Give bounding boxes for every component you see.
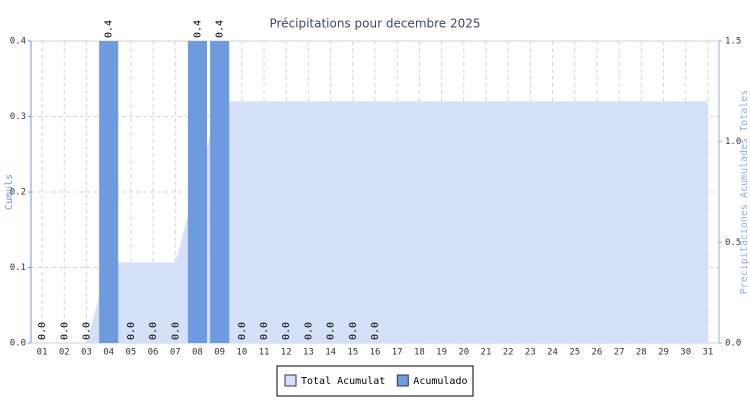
x-tick-label: 16 (370, 348, 381, 358)
value-label: 0.4 (104, 20, 115, 38)
value-label: 0.0 (326, 322, 337, 340)
x-tick-label: 01 (37, 348, 48, 358)
y2-axis-label: Precipitaciones Acumulades Totales (739, 90, 750, 295)
x-tick-label: 26 (592, 348, 603, 358)
x-tick-label: 11 (259, 348, 270, 358)
x-tick-label: 25 (569, 348, 580, 358)
y-tick-label: 0.4 (10, 37, 26, 47)
y-tick-label: 0.0 (10, 339, 26, 349)
x-tick-label: 09 (214, 348, 225, 358)
x-tick-label: 31 (702, 348, 713, 358)
bar (210, 41, 230, 343)
x-tick-label: 12 (281, 348, 292, 358)
value-label: 0.0 (303, 322, 314, 340)
value-label: 0.0 (37, 322, 48, 340)
x-tick-label: 17 (392, 348, 403, 358)
legend-label: Total Acumulat (301, 376, 385, 387)
value-label: 0.4 (192, 20, 203, 38)
x-tick-label: 14 (325, 348, 336, 358)
value-label: 0.0 (348, 322, 359, 340)
bar (187, 41, 207, 343)
y2-tick-label: 0.0 (725, 339, 741, 349)
x-tick-label: 13 (303, 348, 314, 358)
y2-tick-label: 0.5 (725, 238, 741, 248)
y-axis-label: Cumuls (4, 174, 15, 210)
legend-box (276, 365, 474, 397)
value-label: 0.0 (81, 322, 92, 340)
x-tick-label: 04 (103, 348, 114, 358)
value-label: 0.0 (170, 322, 181, 340)
value-label: 0.0 (148, 322, 159, 340)
value-label: 0.0 (237, 322, 248, 340)
x-tick-label: 03 (81, 348, 92, 358)
legend-swatch (284, 374, 297, 387)
x-tick-label: 28 (636, 348, 647, 358)
plot: 0.0 0.1 0.2 0.3 0.4 0.0 0.5 1.0 1.5 01 02 03 04 05 06 0… (10, 20, 741, 397)
x-tick-label: 05 (125, 348, 136, 358)
x-tick-label: 23 (525, 348, 536, 358)
x-tick-label: 19 (436, 348, 447, 358)
value-label: 0.0 (281, 322, 292, 340)
y2-tick-label: 1.5 (725, 37, 741, 47)
legend-label: Acumulado (413, 376, 467, 387)
x-tick-label: 15 (347, 348, 358, 358)
chart-title: Précipitations pour decembre 2025 (269, 17, 480, 31)
x-tick-label: 08 (192, 348, 203, 358)
x-tick-label: 20 (458, 348, 469, 358)
y-tick-label: 0.1 (10, 263, 26, 273)
x-tick-label: 02 (59, 348, 70, 358)
x-tick-label: 10 (236, 348, 247, 358)
y-tick-label: 0.2 (10, 188, 26, 198)
value-label: 0.0 (370, 322, 381, 340)
x-tick-label: 07 (170, 348, 181, 358)
x-tick-label: 24 (547, 348, 558, 358)
value-label: 0.4 (215, 20, 226, 38)
y2-tick-label: 1.0 (725, 137, 741, 147)
x-tick-label: 29 (658, 348, 669, 358)
value-label: 0.0 (59, 322, 70, 340)
legend-swatch (396, 374, 409, 387)
value-label: 0.0 (126, 322, 137, 340)
area (42, 101, 708, 344)
x-tick-label: 22 (503, 348, 514, 358)
y-tick-label: 0.3 (10, 112, 26, 122)
x-tick-label: 21 (481, 348, 492, 358)
x-tick-label: 18 (414, 348, 425, 358)
bar (99, 41, 119, 343)
value-label: 0.0 (259, 322, 270, 340)
x-tick-label: 27 (614, 348, 625, 358)
x-tick-label: 06 (148, 348, 159, 358)
x-tick-label: 30 (680, 348, 691, 358)
